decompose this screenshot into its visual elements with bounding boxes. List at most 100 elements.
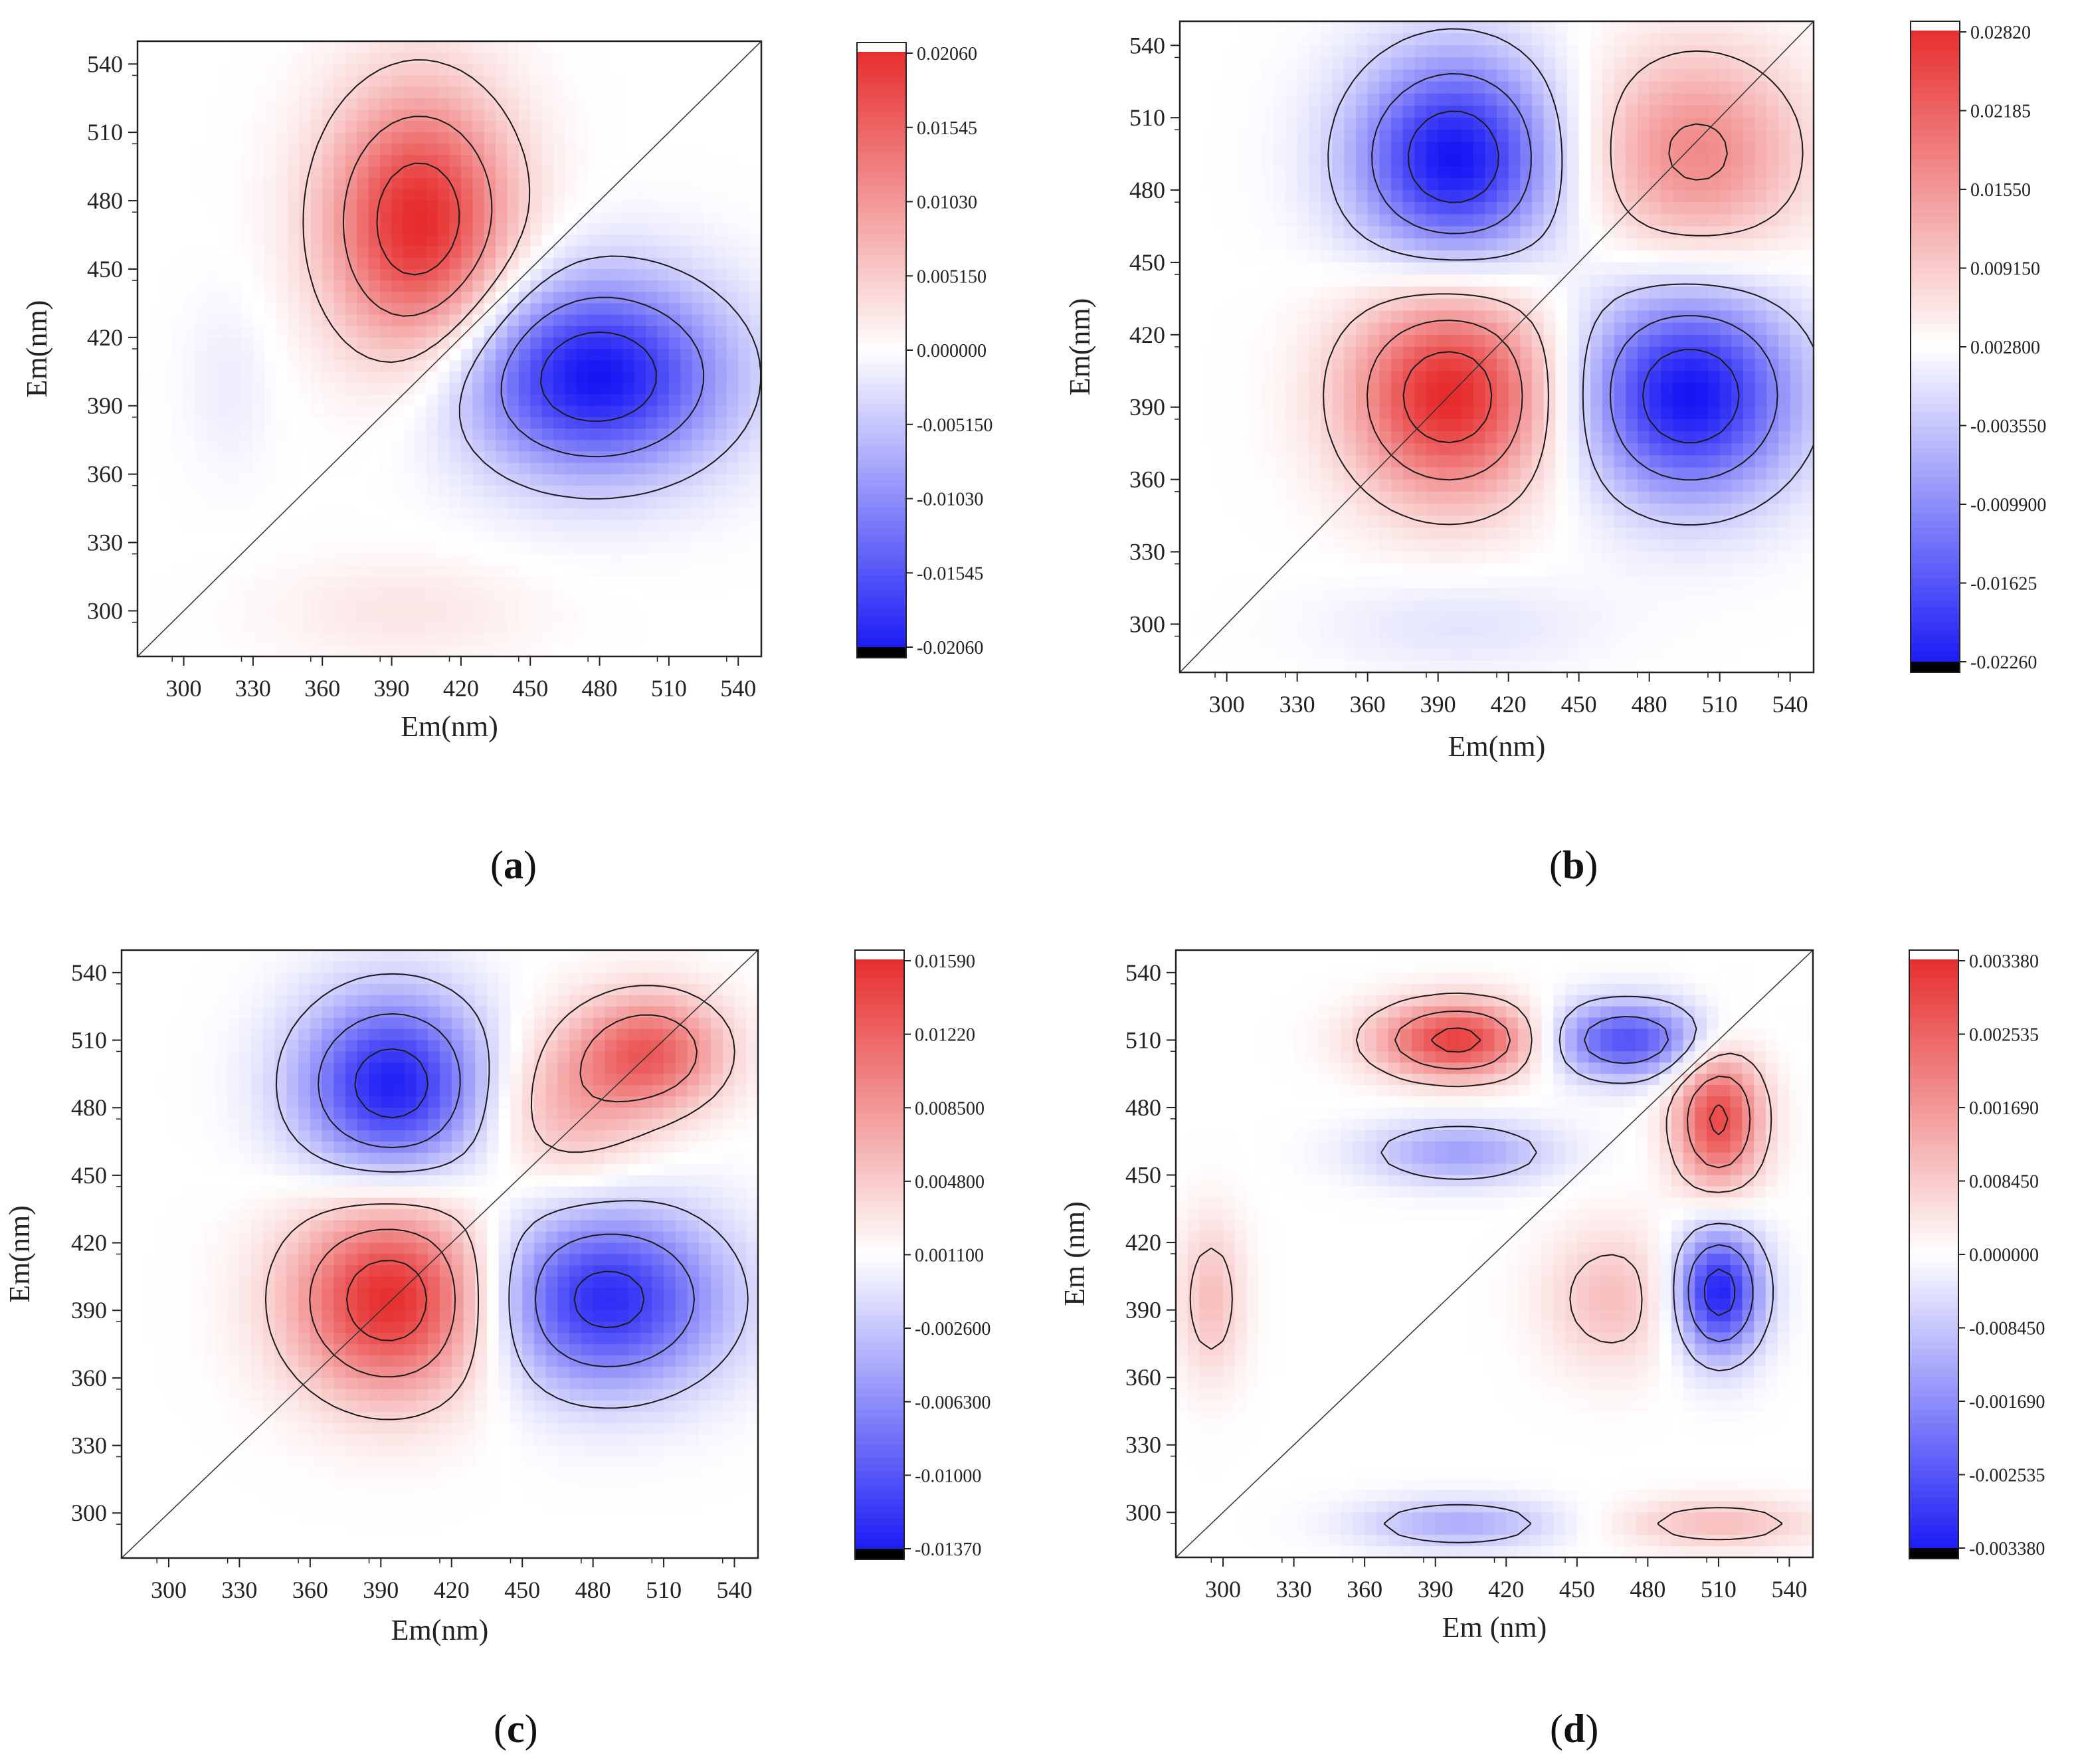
heatmap-cell (565, 303, 577, 316)
heatmap-cell (680, 360, 693, 373)
heatmap-cell (1238, 407, 1251, 420)
heatmap-cell (322, 417, 335, 429)
heatmap-cell (553, 508, 566, 521)
heatmap-cell (1731, 177, 1744, 191)
heatmap-cell (738, 599, 751, 612)
heatmap-cell (264, 531, 277, 543)
heatmap-cell (1485, 286, 1497, 300)
heatmap-cell (1462, 298, 1474, 312)
heatmap-cell (484, 189, 496, 201)
heatmap-cell (1802, 190, 1814, 203)
heatmap-cell (1356, 118, 1369, 131)
heatmap-cell (680, 588, 693, 601)
heatmap-cell (1262, 359, 1275, 372)
heatmap-cell (1402, 57, 1416, 70)
heatmap-cell (149, 451, 161, 464)
heatmap-cell (599, 121, 612, 133)
heatmap-cell (1731, 81, 1744, 94)
heatmap-cell (1309, 383, 1321, 396)
heatmap-cell (657, 314, 670, 327)
heatmap-cell (1226, 165, 1240, 179)
heatmap-cell (599, 429, 612, 441)
heatmap-cell (622, 485, 635, 498)
heatmap-cell (749, 257, 762, 270)
heatmap-cell (622, 576, 635, 589)
heatmap-cell (149, 474, 161, 486)
heatmap-cell (1226, 310, 1240, 324)
heatmap-cell (288, 98, 300, 110)
heatmap-cell (1238, 238, 1251, 251)
heatmap-cell (749, 292, 762, 304)
heatmap-cell (541, 144, 554, 156)
heatmap-cell (657, 292, 670, 304)
heatmap-cell (1778, 359, 1791, 372)
heatmap-cell (599, 360, 612, 373)
heatmap-cell (1661, 298, 1673, 312)
heatmap-cell (310, 644, 324, 657)
heatmap-cell (496, 177, 508, 190)
heatmap-cell (1649, 347, 1662, 359)
heatmap-cell (726, 496, 739, 509)
heatmap-cell (1285, 106, 1298, 118)
heatmap-cell (1731, 69, 1744, 82)
heatmap-cell (288, 326, 300, 338)
heatmap-cell (738, 223, 751, 236)
heatmap-cell (1708, 165, 1721, 179)
heatmap-cell (138, 189, 150, 201)
heatmap-cell (530, 531, 543, 543)
heatmap-cell (438, 360, 450, 373)
heatmap-cell (1684, 383, 1697, 396)
heatmap-cell (207, 508, 219, 521)
heatmap-cell (1485, 142, 1497, 155)
heatmap-cell (1696, 106, 1709, 118)
heatmap-cell (1250, 130, 1263, 143)
heatmap-cell (472, 326, 485, 338)
heatmap-cell (1226, 334, 1240, 347)
heatmap-cell (1602, 142, 1615, 155)
heatmap-cell (207, 268, 219, 281)
heatmap-cell (634, 303, 646, 316)
heatmap-cell (1614, 57, 1627, 70)
heatmap-cell (264, 371, 277, 384)
heatmap-cell (460, 599, 474, 612)
heatmap-cell (160, 292, 173, 304)
heatmap-cell (1250, 238, 1263, 251)
heatmap-cell (1344, 226, 1357, 239)
heatmap-cell (460, 508, 474, 521)
heatmap-cell (1203, 383, 1216, 396)
heatmap-cell (1790, 347, 1803, 359)
heatmap-cell (1614, 274, 1627, 288)
heatmap-cell (1778, 419, 1791, 432)
heatmap-cell (460, 257, 474, 270)
heatmap-cell (172, 121, 185, 133)
heatmap-cell (1402, 250, 1416, 263)
heatmap-cell (634, 565, 646, 577)
heatmap-cell (1708, 190, 1721, 203)
heatmap-cell (1297, 383, 1310, 396)
heatmap-cell (1696, 142, 1709, 155)
heatmap-cell (507, 292, 520, 304)
heatmap-cell (507, 98, 520, 110)
heatmap-cell (218, 451, 231, 464)
heatmap-cell (183, 531, 196, 543)
heatmap-cell (541, 508, 554, 521)
heatmap-cell (668, 177, 682, 190)
heatmap-cell (1250, 298, 1263, 312)
heatmap-cell (310, 576, 324, 589)
heatmap-cell (380, 485, 393, 498)
heatmap-cell (426, 86, 438, 99)
heatmap-cell (692, 177, 704, 190)
heatmap-cell (1438, 238, 1451, 251)
heatmap-cell (1532, 214, 1545, 227)
heatmap-cell (484, 75, 496, 88)
heatmap-cell (1191, 202, 1204, 215)
heatmap-cell (668, 576, 682, 589)
heatmap-cell (138, 462, 150, 475)
heatmap-cell (288, 599, 300, 612)
heatmap-cell (380, 280, 393, 293)
heatmap-cell (1450, 118, 1462, 131)
heatmap-cell (1191, 153, 1204, 167)
heatmap-cell (230, 326, 242, 338)
heatmap-cell (646, 64, 658, 76)
colorbar-step (857, 555, 906, 563)
